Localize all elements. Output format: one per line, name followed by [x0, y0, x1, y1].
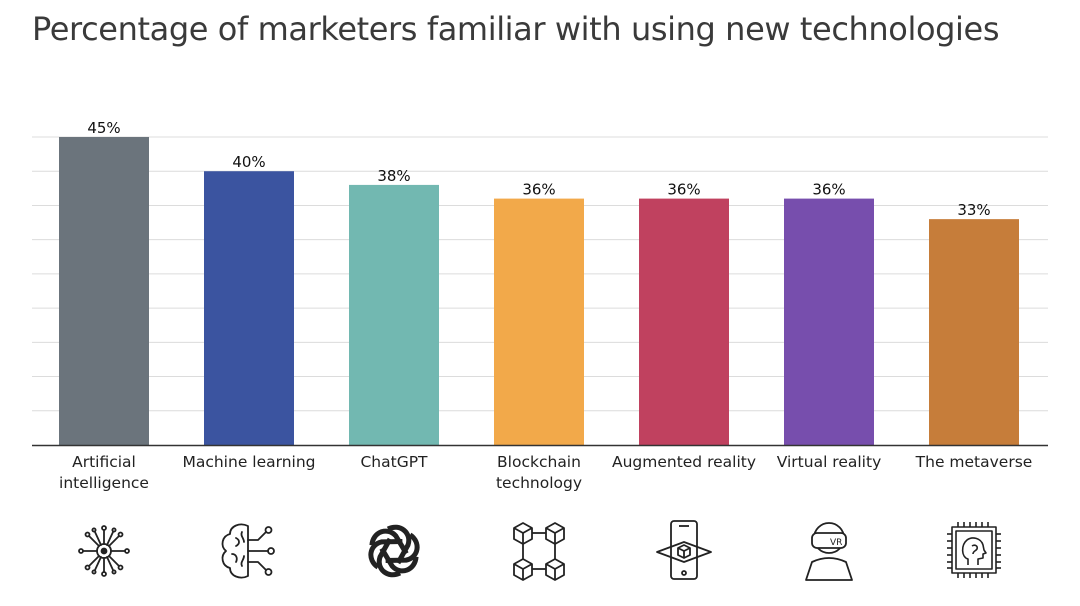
category-label-line: Artificial	[72, 453, 136, 471]
svg-text:VR: VR	[830, 538, 842, 548]
bars	[59, 137, 1019, 445]
value-label: 45%	[87, 119, 120, 137]
value-label: 36%	[667, 181, 700, 199]
bar	[784, 198, 874, 445]
category-label-line: Virtual reality	[776, 453, 882, 471]
augmented-reality-phone-icon	[649, 518, 719, 584]
bar	[204, 171, 294, 445]
category-label: Blockchain technology	[464, 452, 614, 494]
category-label: Artificial intelligence	[29, 452, 179, 494]
bar	[59, 137, 149, 445]
bar	[494, 198, 584, 445]
ai-circuit-icon	[69, 518, 139, 584]
blockchain-cubes-icon	[504, 518, 574, 584]
chatgpt-logo-icon	[359, 518, 429, 584]
value-label: 38%	[377, 167, 410, 185]
category-label-line: Blockchain	[497, 453, 581, 471]
value-label: 36%	[812, 181, 845, 199]
brain-network-icon	[214, 518, 284, 584]
bar	[349, 184, 439, 445]
category-label-line: intelligence	[59, 474, 149, 492]
value-labels: 45% 40% 38% 36% 36% 36% 33%	[87, 119, 990, 219]
category-label-line: The metaverse	[915, 453, 1033, 471]
value-label: 40%	[232, 153, 265, 171]
category-label: Machine learning	[174, 452, 324, 473]
category-label-line: technology	[495, 474, 583, 492]
category-label-line: ChatGPT	[360, 453, 428, 471]
metaverse-chip-head-icon	[939, 518, 1009, 584]
category-label-line: Augmented reality	[611, 453, 757, 471]
category-label: Augmented reality	[609, 452, 759, 473]
category-label: Virtual reality	[754, 452, 904, 473]
bar	[929, 219, 1019, 445]
category-label: ChatGPT	[319, 452, 469, 473]
value-label: 33%	[957, 201, 990, 219]
vr-headset-icon: VR	[794, 518, 864, 584]
category-label: The metaverse	[899, 452, 1049, 473]
chart-title: Percentage of marketers familiar with us…	[32, 10, 1000, 48]
category-label-line: Machine learning	[182, 453, 316, 471]
value-label: 36%	[522, 181, 555, 199]
bar	[639, 198, 729, 445]
